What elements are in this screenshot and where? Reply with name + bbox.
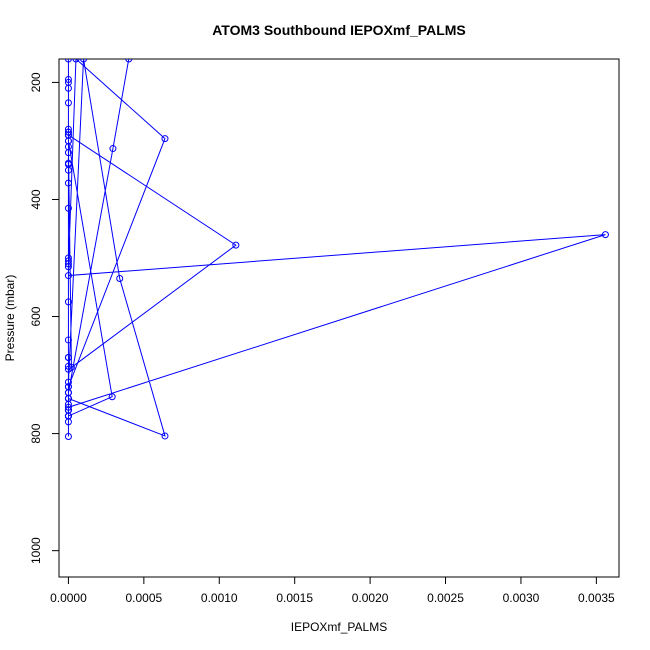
plot-area-frame bbox=[58, 58, 620, 578]
data-point bbox=[64, 137, 72, 145]
y-axis: 200 400 600 800 1000 bbox=[29, 72, 60, 564]
x-axis-label: IEPOXmf_PALMS bbox=[291, 620, 387, 634]
data-point bbox=[64, 179, 72, 187]
data-point bbox=[64, 75, 72, 83]
data-point bbox=[116, 274, 124, 282]
data-point bbox=[161, 432, 169, 440]
data-point bbox=[64, 128, 72, 136]
data-point bbox=[64, 260, 72, 268]
chart-title: ATOM3 Southbound IEPOXmf_PALMS bbox=[212, 22, 466, 38]
y-axis-label: Pressure (mbar) bbox=[3, 275, 17, 362]
data-point bbox=[64, 433, 72, 441]
data-point bbox=[601, 231, 609, 239]
x-tick-label: 0.0035 bbox=[578, 591, 615, 605]
x-tick-label: 0.0030 bbox=[503, 591, 540, 605]
x-axis: 0.0000 0.0005 0.0010 0.0015 0.0020 0.0025 0.00… bbox=[50, 576, 615, 605]
data-point bbox=[64, 406, 72, 414]
data-point bbox=[64, 403, 72, 411]
data-point bbox=[64, 362, 72, 370]
y-tick-label: 800 bbox=[29, 423, 43, 443]
data-point bbox=[125, 59, 133, 63]
x-tick-label: 0.0000 bbox=[50, 591, 87, 605]
data-point bbox=[64, 263, 72, 271]
series-line bbox=[67, 59, 606, 437]
data-point bbox=[64, 99, 72, 107]
y-tick-label: 400 bbox=[29, 189, 43, 209]
series-layer bbox=[64, 59, 609, 441]
data-point bbox=[80, 59, 88, 63]
y-tick-label: 1000 bbox=[29, 537, 43, 564]
data-point bbox=[64, 166, 72, 174]
data-point bbox=[64, 383, 72, 391]
data-point bbox=[64, 354, 72, 362]
data-point bbox=[72, 59, 80, 63]
data-point bbox=[64, 336, 72, 344]
data-point bbox=[64, 272, 72, 280]
data-point bbox=[232, 241, 240, 249]
data-point bbox=[67, 363, 75, 371]
data-point bbox=[64, 204, 72, 212]
data-point bbox=[109, 145, 117, 153]
x-tick-label: 0.0025 bbox=[427, 591, 464, 605]
y-tick-label: 200 bbox=[29, 72, 43, 92]
y-tick-label: 600 bbox=[29, 306, 43, 326]
data-point bbox=[64, 59, 72, 63]
x-tick-label: 0.0005 bbox=[125, 591, 162, 605]
x-tick-label: 0.0020 bbox=[352, 591, 389, 605]
data-point bbox=[64, 298, 72, 306]
data-point bbox=[161, 135, 169, 143]
data-point bbox=[64, 159, 72, 167]
data-point bbox=[108, 393, 116, 401]
x-tick-label: 0.0010 bbox=[201, 591, 238, 605]
data-point bbox=[64, 378, 72, 386]
data-point bbox=[64, 394, 72, 402]
data-point bbox=[64, 84, 72, 92]
x-tick-label: 0.0015 bbox=[276, 591, 313, 605]
